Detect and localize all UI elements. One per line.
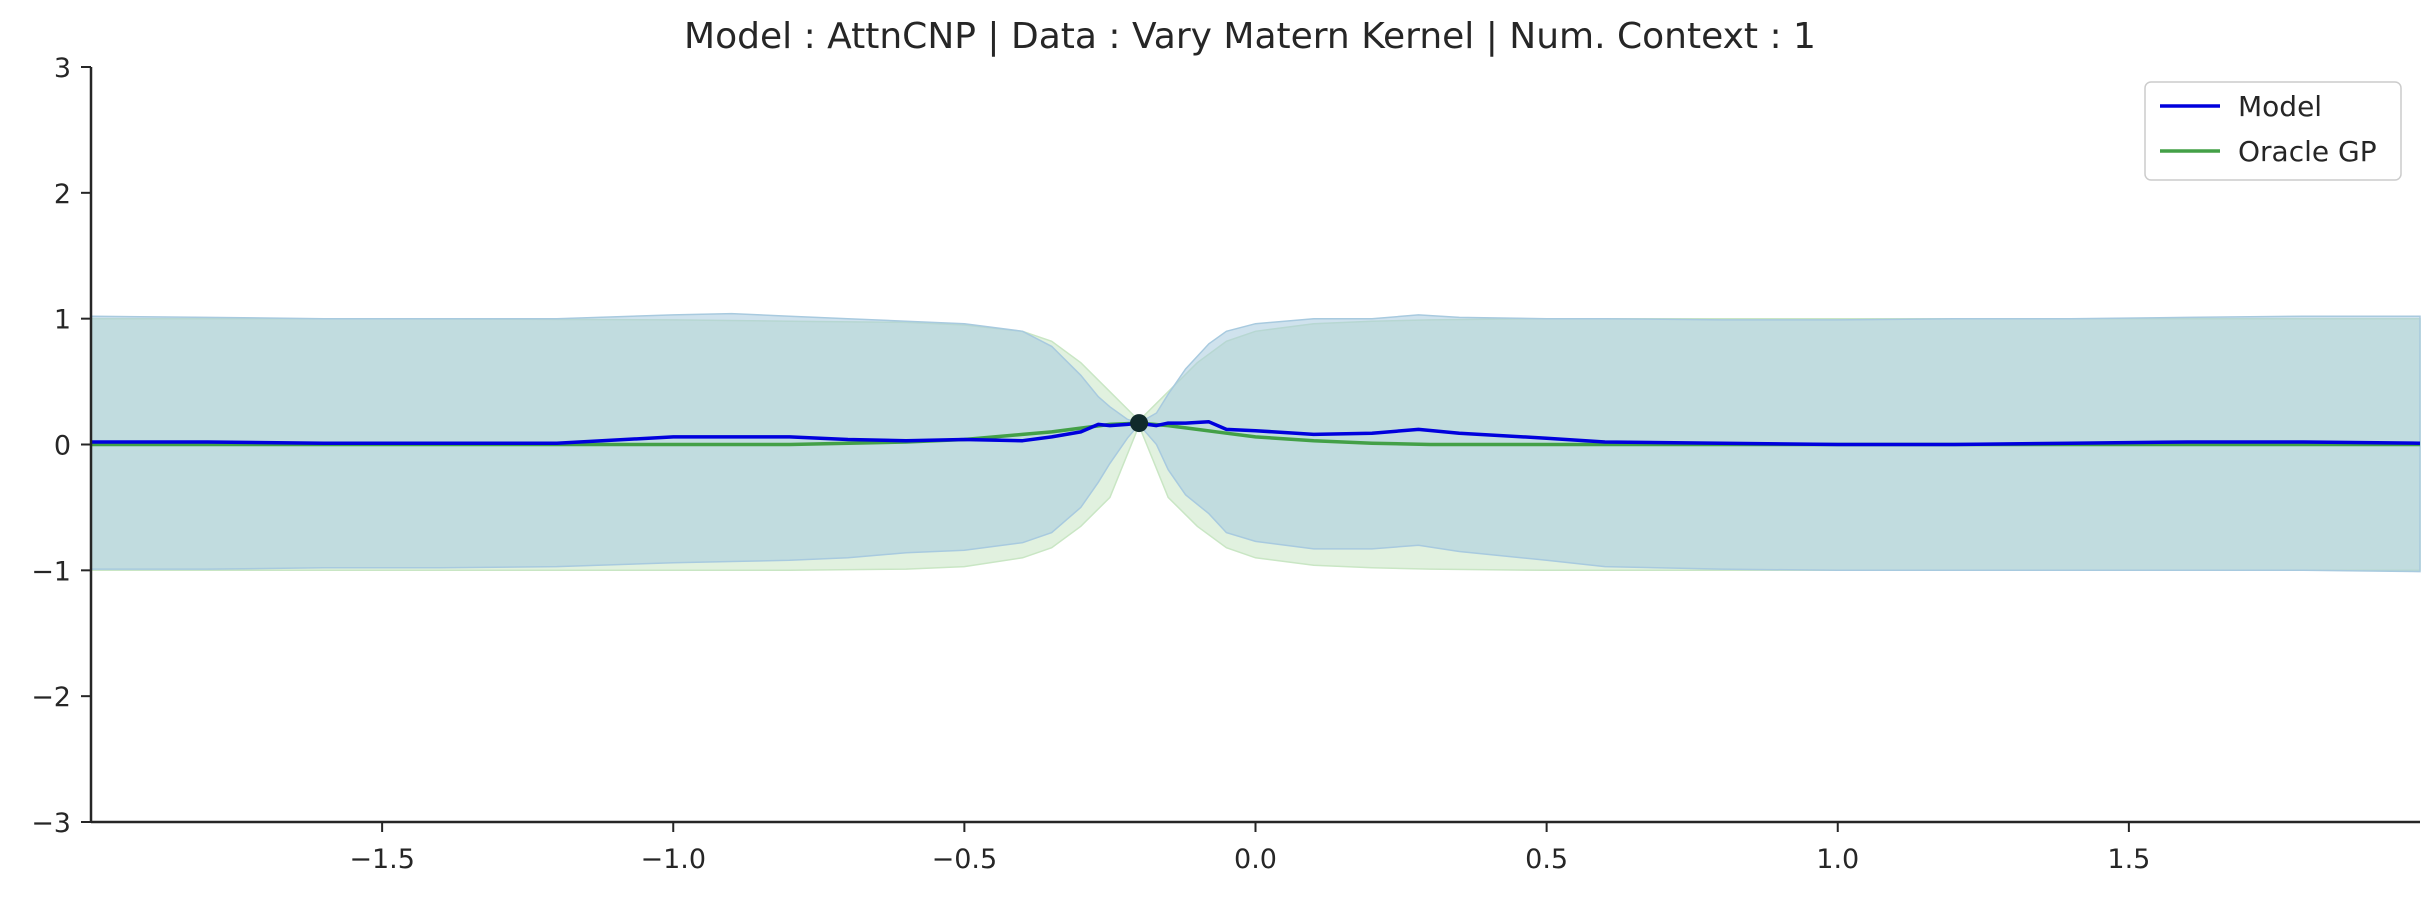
x-tick-label: 0.0: [1234, 844, 1277, 875]
y-tick-label: −3: [31, 808, 71, 839]
legend: Model Oracle GP: [2144, 81, 2402, 181]
axes: −1.5 −1.0 −0.5 0.0 0.5 1.0 1.5 −3 −2 −1 0 1 2 3: [31, 53, 2420, 875]
model-band: [90, 312, 2421, 573]
y-tick-label: 1: [54, 305, 71, 336]
y-tick-label: −1: [31, 556, 71, 587]
x-tick-label: −0.5: [932, 844, 998, 875]
x-tick-label: 1.0: [1816, 844, 1859, 875]
y-tick-label: −2: [31, 682, 71, 713]
series-lines: [91, 420, 2421, 447]
x-tick-label: −1.5: [349, 844, 415, 875]
y-tick-label: 0: [54, 431, 71, 462]
legend-oracle-label: Oracle GP: [2238, 135, 2377, 168]
context-point: [1130, 414, 1149, 433]
y-tick-label: 2: [54, 179, 71, 210]
x-tick-label: 0.5: [1525, 844, 1568, 875]
x-tick-label: −1.0: [640, 844, 706, 875]
model-line: [91, 420, 2421, 447]
x-tick-label: 1.5: [2107, 844, 2150, 875]
legend-model-label: Model: [2238, 90, 2322, 123]
context-points: [1130, 414, 1149, 433]
y-tick-label: 3: [54, 53, 71, 84]
chart-title: Model : AttnCNP | Data : Vary Matern Ker…: [684, 16, 1816, 57]
confidence-bands: [90, 312, 2421, 573]
